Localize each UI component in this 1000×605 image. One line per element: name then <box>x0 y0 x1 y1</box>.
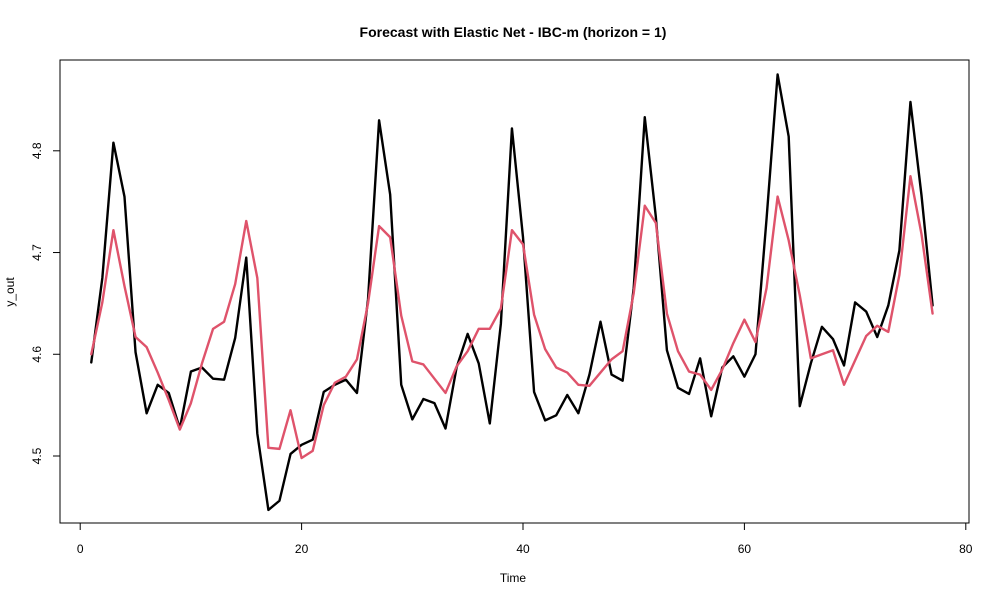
x-tick-label: 0 <box>77 542 84 556</box>
series-line-forecast <box>90 175 934 460</box>
series-line-actual <box>90 73 934 512</box>
x-tick-label: 60 <box>738 542 752 556</box>
x-tick-label: 20 <box>295 542 309 556</box>
x-tick-label: 40 <box>516 542 530 556</box>
x-axis-title: Time <box>500 571 527 585</box>
y-tick-label: 4.8 <box>30 142 44 159</box>
series-layer <box>90 73 934 512</box>
x-tick-label: 80 <box>959 542 973 556</box>
y-tick-label: 4.5 <box>30 447 44 464</box>
y-tick-label: 4.6 <box>30 346 44 363</box>
chart-title: Forecast with Elastic Net - IBC-m (horiz… <box>360 24 667 40</box>
plot-frame <box>59 59 970 524</box>
y-axis-title: y_out <box>3 277 17 307</box>
y-axis: 4.5 4.6 4.7 4.8 <box>30 142 61 464</box>
x-axis: 0 20 40 60 80 <box>77 522 973 556</box>
y-tick-label: 4.7 <box>30 244 44 261</box>
